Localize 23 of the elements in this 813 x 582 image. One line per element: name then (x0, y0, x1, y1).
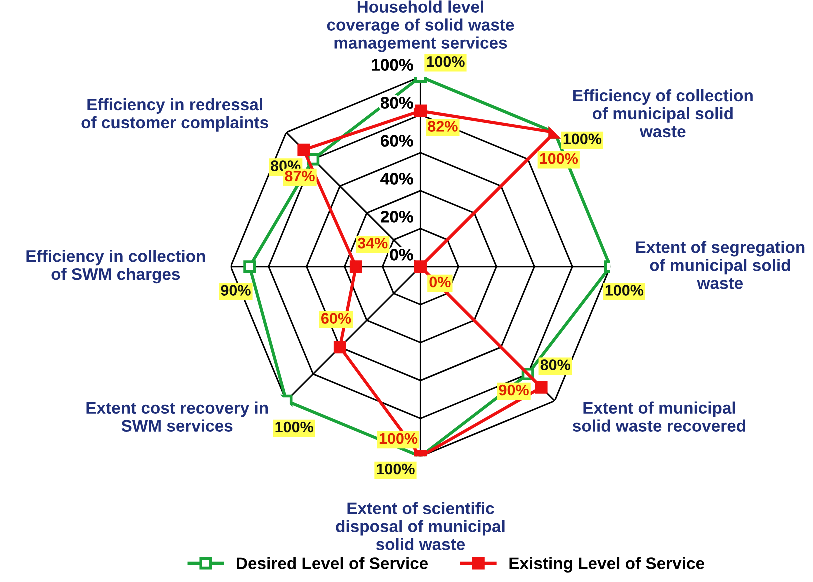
legend-label: Existing Level of Service (510, 557, 704, 573)
spoke-label: Extent cost recovery in SWM services (86, 402, 268, 432)
spoke-label: Efficiency in redressal of customer complaints (82, 98, 268, 132)
spoke-label: Household level coverage of solid waste management services (327, 0, 514, 52)
y-tick-label: 60% (381, 135, 414, 147)
spoke-label: Efficiency in collection of SWM charges (26, 250, 206, 284)
spoke-label: Extent of municipal solid waste recovered (573, 402, 746, 432)
data-label: 100% (276, 422, 314, 433)
data-label: 0% (430, 276, 451, 288)
data-label: 60% (322, 313, 352, 324)
data-label: 87% (285, 170, 315, 182)
y-tick-label: 100% (372, 59, 414, 71)
legend-label: Desired Level of Service (237, 557, 428, 570)
spoke-label: Extent of scientific disposal of municipal solid waste (336, 502, 505, 550)
y-tick-label: 40% (380, 173, 414, 185)
y-tick-label: 20% (381, 211, 414, 223)
data-label: 90% (499, 384, 529, 396)
data-label: 82% (428, 121, 458, 132)
data-label: 90% (221, 285, 251, 296)
data-label: 100% (427, 56, 465, 68)
data-label: 34% (358, 238, 388, 249)
data-label: 100% (540, 153, 578, 164)
data-label: 80% (540, 360, 570, 370)
